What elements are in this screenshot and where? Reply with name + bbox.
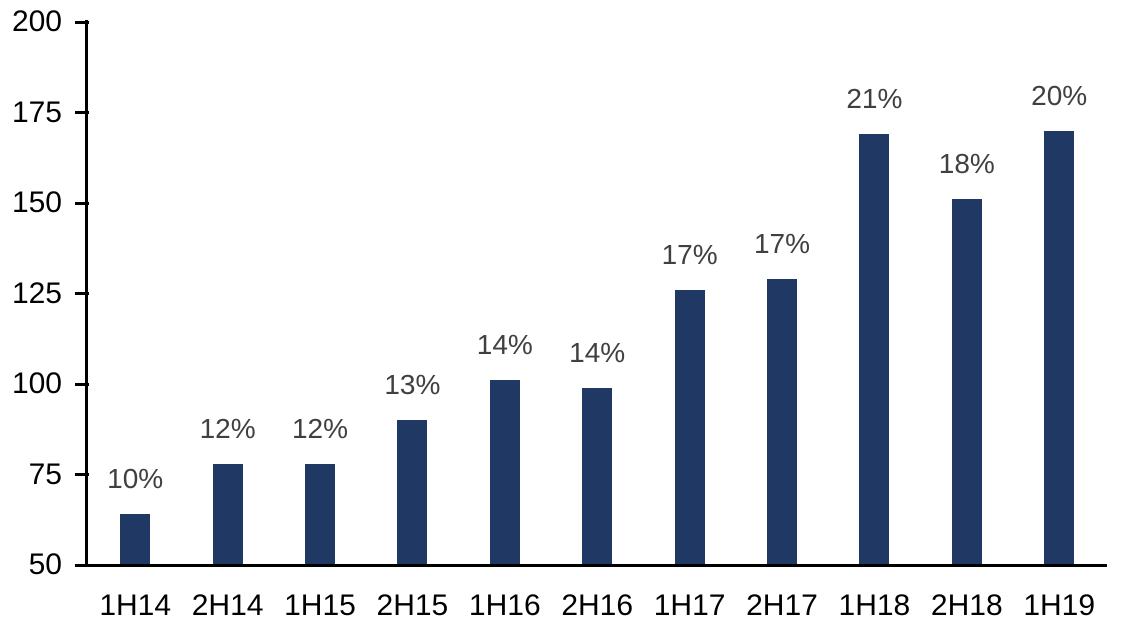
x-axis-category-label: 1H14 <box>99 589 172 622</box>
y-axis-tick-label: 125 <box>11 276 62 310</box>
bar-value-label: 17% <box>661 238 718 270</box>
y-axis-tick <box>75 563 89 567</box>
bar-value-label: 17% <box>753 228 811 259</box>
y-axis-tick <box>75 20 89 24</box>
bar-value-label: 10% <box>107 463 164 495</box>
y-axis-tick <box>75 201 89 205</box>
y-axis-tick <box>75 292 89 295</box>
bar-value-label: 14% <box>569 336 626 368</box>
y-axis-tick-label: 100 <box>11 367 62 400</box>
y-axis-tick <box>75 111 89 114</box>
bar-1h14 <box>120 514 151 566</box>
x-axis-line <box>85 564 1107 567</box>
x-axis-category-label: 1H19 <box>1023 589 1096 622</box>
y-axis-line <box>85 20 88 567</box>
y-axis-tick-label: 200 <box>11 5 62 38</box>
x-axis-category-label: 2H16 <box>561 589 634 622</box>
bar-1h16 <box>489 380 520 566</box>
bar-value-label: 18% <box>938 148 995 180</box>
bar-value-label: 13% <box>384 369 441 401</box>
x-axis-category-label: 2H17 <box>746 589 818 622</box>
bar-2h16 <box>582 387 613 566</box>
y-axis-tick-label: 50 <box>28 548 62 581</box>
x-axis-category-label: 2H14 <box>191 589 264 622</box>
x-axis-category-label: 2H15 <box>376 589 449 622</box>
x-axis-category-label: 1H15 <box>284 589 356 622</box>
bar-value-label: 12% <box>199 412 256 444</box>
bar-value-label: 21% <box>846 83 903 115</box>
bar-value-label: 12% <box>291 412 349 444</box>
bar-1h15 <box>305 463 335 566</box>
bar-1h17 <box>674 289 705 566</box>
y-axis-tick <box>75 382 89 386</box>
y-axis-tick <box>75 473 89 476</box>
x-axis-category-label: 1H16 <box>468 589 541 622</box>
x-axis-category-label: 1H17 <box>653 589 726 622</box>
bar-2h17 <box>767 279 797 566</box>
bar-2h18 <box>951 199 982 566</box>
bar-1h18 <box>859 134 890 566</box>
y-axis-tick-label: 175 <box>11 95 62 129</box>
bar-1h19 <box>1044 130 1075 566</box>
y-axis-tick-label: 75 <box>28 457 62 491</box>
y-axis-tick-label: 150 <box>11 186 62 219</box>
bar-2h14 <box>212 463 243 566</box>
bar-value-label: 20% <box>1031 79 1088 111</box>
bar-2h15 <box>397 420 428 566</box>
x-axis-category-label: 1H18 <box>838 589 911 622</box>
bar-value-label: 14% <box>476 329 533 361</box>
x-axis-category-label: 2H18 <box>930 589 1003 622</box>
